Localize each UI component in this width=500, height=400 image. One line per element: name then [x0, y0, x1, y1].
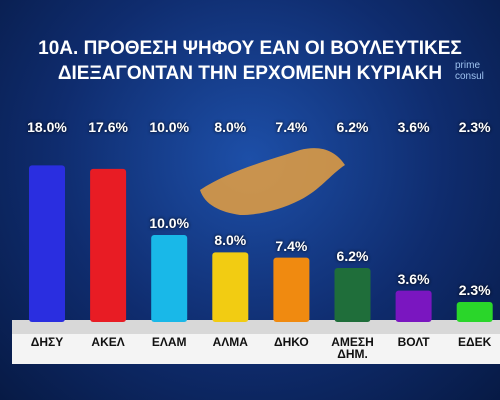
chart-title: 10Α. ΠΡΟΘΕΣΗ ΨΗΦΟΥ ΕΑΝ ΟΙ ΒΟΥΛΕΥΤΙΚΕΣ ΔΙ…	[38, 38, 462, 84]
bar-value-label: 8.0%	[214, 232, 247, 249]
value-label: 2.3%	[458, 119, 491, 135]
bar-value-label: 7.4%	[275, 237, 308, 254]
bar-value-label: 6.2%	[336, 248, 369, 265]
bar	[212, 252, 249, 322]
logo: prime	[455, 60, 481, 71]
bar-value-label: 10.0%	[149, 215, 190, 231]
bar	[395, 290, 432, 322]
bar	[273, 257, 310, 322]
bar	[456, 301, 493, 322]
category-label: ΒΟΛΤ	[397, 335, 430, 349]
value-label: 10.0%	[149, 119, 190, 135]
value-label: 18.0%	[27, 119, 67, 135]
category-label: ΔΗΣΥ	[30, 335, 64, 349]
value-label: 7.4%	[275, 119, 308, 135]
logo: consul	[455, 71, 484, 82]
category-label: ΑΛΜΑ	[212, 335, 248, 349]
bar	[29, 165, 65, 322]
value-label: 8.0%	[214, 119, 247, 135]
bar	[151, 235, 188, 322]
category-label: ΑΚΕΛ	[91, 335, 125, 349]
category-label: ΕΔΕΚ	[458, 335, 492, 349]
value-label: 3.6%	[397, 119, 430, 135]
value-label: 6.2%	[336, 119, 369, 135]
bar	[334, 268, 371, 322]
label-strip	[12, 334, 500, 364]
bar-value-label: 2.3%	[458, 281, 491, 298]
bar-value-label: 3.6%	[397, 270, 430, 287]
platform	[12, 320, 500, 334]
category-label: ΑΜΕΣΗ ΔΗΜ.	[331, 335, 374, 361]
map-shape	[200, 148, 345, 215]
category-label: ΔΗΚΟ	[274, 335, 309, 349]
value-label: 17.6%	[88, 119, 128, 135]
category-label: ΕΛΑΜ	[151, 335, 187, 349]
bar	[90, 168, 127, 322]
